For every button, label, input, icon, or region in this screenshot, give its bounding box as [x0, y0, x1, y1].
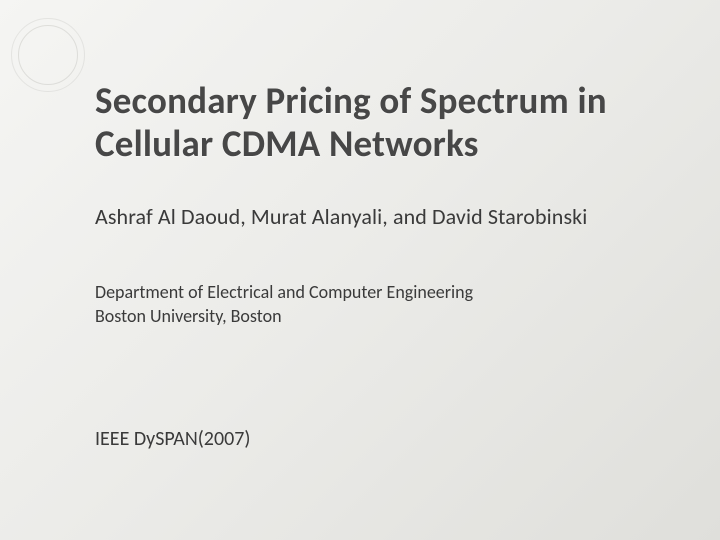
conference-line: IEEE DySPAN(2007): [95, 427, 660, 451]
authors-line: Ashraf Al Daoud, Murat Alanyali, and Dav…: [95, 203, 660, 230]
affiliation-block: Department of Electrical and Computer En…: [95, 280, 660, 329]
slide-content: Secondary Pricing of Spectrum in Cellula…: [0, 0, 720, 540]
slide-title: Secondary Pricing of Spectrum in Cellula…: [95, 80, 660, 165]
affiliation-university: Boston University, Boston: [95, 304, 660, 328]
affiliation-dept: Department of Electrical and Computer En…: [95, 280, 660, 304]
